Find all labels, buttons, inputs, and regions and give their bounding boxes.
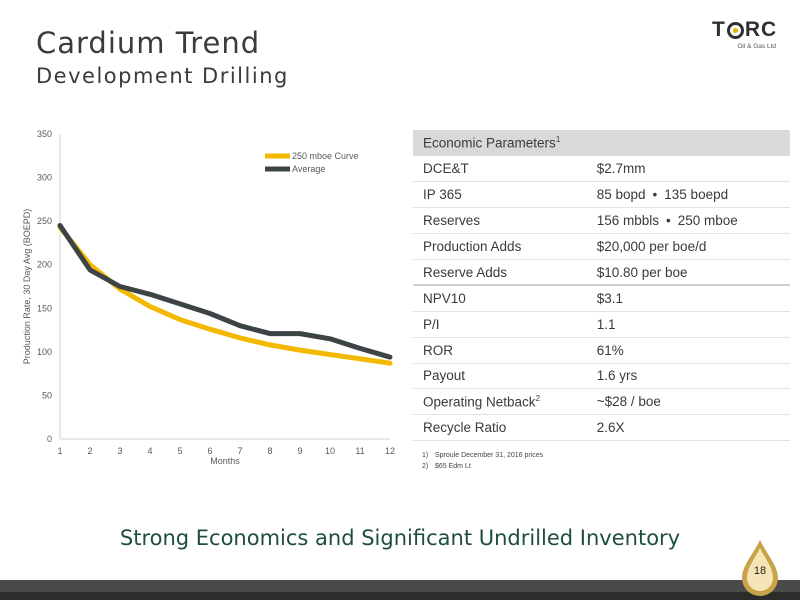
slide-title: Cardium Trend [36, 26, 261, 60]
row-value: ~$28 / boe [582, 388, 790, 416]
x-tick-label: 10 [325, 446, 335, 456]
table-row: Production Adds $20,000 per boe/d [413, 233, 790, 260]
x-tick-label: 12 [385, 446, 395, 456]
logo-wordmark: T RC [712, 18, 778, 41]
oil-drop-icon [742, 540, 778, 596]
y-tick-label: 250 [37, 216, 52, 226]
table-row: Payout 1.6 yrs [413, 363, 790, 390]
x-tick-label: 4 [147, 446, 152, 456]
x-tick-label: 8 [267, 446, 272, 456]
row-label: IP 365 [413, 181, 583, 209]
x-tick-label: 9 [297, 446, 302, 456]
economics-table: Economic Parameters1 DCE&T $2.7mm IP 365… [413, 130, 790, 442]
y-tick-label: 150 [37, 303, 52, 313]
row-value: $10.80 per boe [582, 259, 790, 286]
x-tick-label: 2 [87, 446, 92, 456]
y-axis-label: Production Rate, 30 Day Avg (BOEPD) [22, 209, 32, 364]
row-label: Production Adds [413, 233, 583, 260]
row-label: P/I [413, 311, 583, 338]
x-tick-label: 11 [355, 446, 364, 456]
legend-label: Average [292, 164, 325, 174]
row-label: Reserves [413, 207, 583, 235]
row-label: ROR [413, 337, 583, 364]
table-row: DCE&T $2.7mm [413, 155, 790, 183]
table-header-row: Economic Parameters1 [413, 130, 790, 156]
footnote: 1) Sproule December 31, 2016 prices [422, 452, 544, 459]
row-label: Recycle Ratio [413, 414, 583, 442]
x-tick-label: 3 [117, 446, 122, 456]
table-row: ROR 61% [413, 337, 790, 364]
y-tick-label: 350 [37, 129, 52, 139]
row-value: 1.6 yrs [582, 363, 790, 390]
x-tick-label: 6 [207, 446, 212, 456]
x-axis-label: Months [210, 456, 240, 466]
table-row: Recycle Ratio 2.6X [413, 414, 790, 442]
row-value: 2.6X [582, 414, 790, 442]
table-row: Reserves 156 mbbls • 250 mboe [413, 207, 790, 235]
row-label: DCE&T [413, 155, 583, 183]
series-line [57, 223, 393, 360]
slide-subtitle: Development Drilling [36, 64, 289, 88]
y-tick-label: 100 [37, 347, 52, 357]
row-value: $20,000 per boe/d [582, 233, 790, 260]
table-row: P/I 1.1 [413, 311, 790, 338]
table-row: IP 365 85 bopd • 135 boepd [413, 181, 790, 209]
y-tick-label: 300 [37, 173, 52, 183]
company-logo: T RC Oil & Gas Ltd [712, 18, 778, 50]
legend-label: 250 mboe Curve [292, 151, 359, 161]
row-value: 156 mbbls • 250 mboe [582, 207, 790, 235]
table-row: Reserve Adds $10.80 per boe [413, 259, 790, 286]
footer-bar-dark [0, 592, 800, 600]
row-value: $2.7mm [582, 155, 790, 183]
row-label: Payout [413, 363, 583, 390]
y-tick-label: 0 [47, 434, 52, 444]
row-label: NPV10 [413, 284, 583, 312]
x-tick-label: 7 [237, 446, 242, 456]
x-tick-label: 1 [57, 446, 62, 456]
logo-subtitle: Oil & Gas Ltd [737, 43, 776, 50]
y-tick-label: 50 [42, 390, 52, 400]
table-header: Economic Parameters1 [413, 130, 790, 156]
row-label: Operating Netback2 [413, 388, 583, 416]
page-number: 18 [753, 565, 767, 577]
row-value: 1.1 [582, 311, 790, 338]
tagline: Strong Economics and Significant Undrill… [119, 526, 681, 550]
row-value: 61% [582, 337, 790, 364]
table-row: NPV10 $3.1 [413, 284, 790, 312]
footnote: 2) $65 Edm Lt [422, 463, 471, 470]
table-row: Operating Netback2 ~$28 / boe [413, 388, 790, 416]
row-value: $3.1 [582, 284, 790, 312]
row-value: 85 bopd • 135 boepd [582, 181, 790, 209]
y-tick-label: 200 [37, 260, 52, 270]
row-label: Reserve Adds [413, 259, 583, 286]
x-tick-label: 5 [177, 446, 182, 456]
footnotes: 1) Sproule December 31, 2016 prices 2) $65… [422, 450, 543, 472]
